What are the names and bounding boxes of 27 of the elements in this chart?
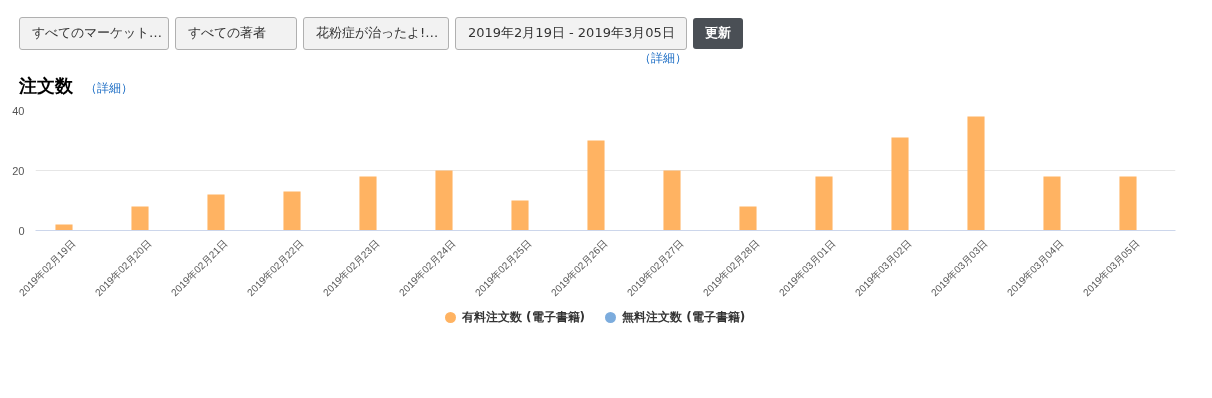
text: （詳細）: [639, 49, 688, 67]
bar: [815, 176, 833, 231]
bar: [967, 116, 985, 231]
text: すべての著者: [175, 17, 297, 50]
bar: [663, 170, 681, 231]
bar: [891, 137, 909, 231]
chart-title: 注文数: [19, 74, 73, 96]
bar: [131, 206, 149, 231]
text: （詳細）: [85, 80, 133, 95]
y-tick-label: 20: [12, 164, 25, 177]
y-tick-label: 40: [12, 104, 25, 117]
bar: [435, 170, 453, 231]
legend-label: 無料注文数 (電子書籍): [622, 310, 746, 324]
legend-label: 有料注文数 (電子書籍): [461, 310, 585, 324]
bar: [587, 140, 605, 231]
bar: [739, 206, 757, 231]
bar: [1043, 176, 1061, 231]
bar: [207, 194, 225, 231]
y-tick-label: 0: [18, 224, 25, 237]
bar: [359, 176, 377, 231]
text: 更新: [693, 18, 743, 49]
bar: [1119, 176, 1137, 231]
text: 2019年2月19日 - 2019年3月05日: [455, 17, 687, 50]
text: すべてのマーケット…: [19, 17, 169, 50]
bar: [283, 191, 301, 231]
bar: [511, 200, 529, 231]
text: 花粉症が治ったよ!…: [303, 17, 449, 50]
